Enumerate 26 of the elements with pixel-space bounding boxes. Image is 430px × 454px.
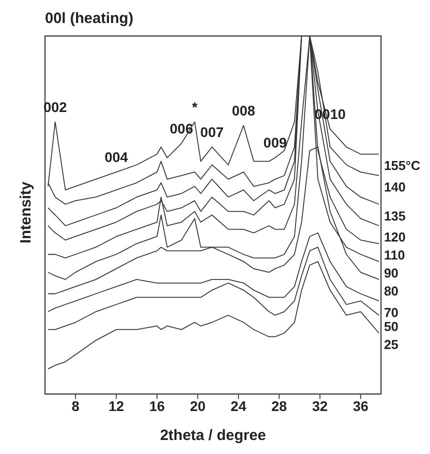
x-tick-label: 24 (230, 398, 246, 414)
series-label: 135 (384, 208, 406, 224)
x-tick-label: 28 (271, 398, 288, 414)
annotation: 008 (232, 102, 256, 118)
x-tick-label: 16 (149, 398, 165, 414)
x-tick-label: 12 (108, 398, 124, 414)
annotation: 007 (200, 124, 224, 140)
series-label: 25 (384, 337, 398, 352)
x-tick-label: 8 (72, 398, 80, 414)
series-label: 90 (384, 266, 398, 281)
chart-title: 00l (heating) (45, 10, 134, 27)
x-tick-label: 36 (352, 398, 369, 414)
series-label: 140 (384, 180, 406, 195)
series-label: 80 (384, 283, 398, 298)
y-axis-title: Intensity (18, 180, 34, 246)
series-label: 50 (384, 319, 398, 334)
x-tick-label: 32 (312, 398, 328, 414)
annotation: 004 (104, 149, 128, 166)
annotation: 009 (263, 134, 287, 151)
x-axis-title: 2theta / degree (160, 427, 266, 444)
series-label: 120 (384, 230, 406, 245)
series-label: 70 (384, 304, 398, 320)
x-tick-label: 20 (190, 398, 206, 414)
series-label: 155°C (384, 158, 421, 174)
annotation: * (192, 98, 198, 115)
series-label: 110 (384, 248, 405, 263)
